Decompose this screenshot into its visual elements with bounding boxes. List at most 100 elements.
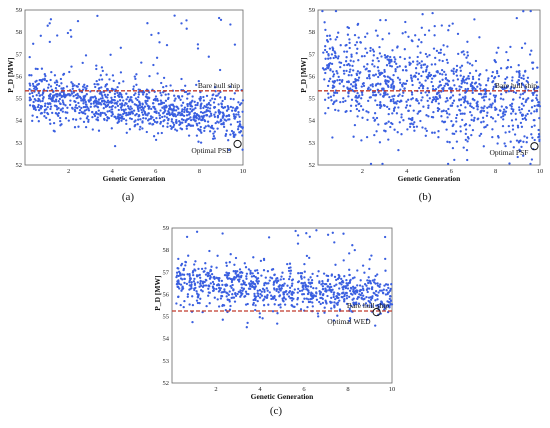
data-point (362, 304, 365, 307)
data-point (54, 86, 58, 90)
data-point (35, 115, 39, 119)
data-point (59, 116, 62, 120)
data-point (132, 85, 135, 88)
data-point (150, 107, 153, 111)
data-point (472, 119, 476, 122)
data-point (191, 271, 195, 274)
data-point (37, 120, 40, 123)
data-point (156, 120, 159, 124)
data-point (201, 282, 205, 285)
data-point (364, 47, 367, 50)
data-point (459, 112, 462, 115)
data-point (392, 100, 395, 103)
data-point (126, 96, 130, 99)
data-point (44, 74, 47, 78)
data-point (426, 94, 429, 97)
data-point (38, 98, 41, 101)
data-point (100, 86, 103, 89)
data-point (335, 99, 338, 102)
data-point (276, 322, 279, 325)
data-point (493, 100, 497, 103)
data-point (113, 99, 116, 102)
data-point (338, 82, 341, 85)
data-point (237, 273, 240, 276)
data-point (530, 49, 533, 52)
data-point (113, 95, 117, 99)
data-point (398, 93, 401, 96)
data-point (348, 38, 351, 41)
data-point (220, 279, 224, 283)
data-point (339, 61, 343, 65)
data-point (86, 84, 89, 88)
data-point (467, 77, 471, 80)
data-point (233, 43, 237, 46)
data-point (114, 106, 117, 109)
data-point (234, 272, 237, 275)
x-tick-label: 10 (537, 168, 544, 175)
data-point (55, 83, 59, 87)
data-point (133, 93, 136, 97)
data-point (350, 98, 354, 101)
data-point (152, 63, 155, 67)
data-point (490, 106, 493, 109)
data-point (96, 14, 99, 18)
data-point (152, 102, 155, 105)
data-point (296, 291, 299, 294)
data-point (89, 102, 93, 105)
data-point (82, 120, 86, 124)
data-point (49, 18, 53, 21)
data-point (461, 77, 465, 80)
data-point (490, 74, 494, 78)
data-point (226, 104, 229, 108)
data-point (327, 54, 330, 57)
data-point (345, 278, 348, 282)
data-point (325, 39, 329, 42)
data-point (502, 108, 506, 111)
y-tick-label: 52 (16, 162, 23, 169)
data-point (232, 113, 235, 116)
x-tick-label: 6 (302, 386, 306, 393)
data-point (308, 235, 311, 238)
data-point (124, 108, 127, 111)
data-point (301, 284, 305, 287)
data-point (311, 305, 314, 308)
data-point (46, 102, 49, 105)
data-point (446, 162, 450, 166)
data-point (462, 146, 465, 149)
data-point (369, 96, 372, 99)
data-point (263, 288, 266, 292)
data-point (363, 297, 366, 300)
data-point (489, 92, 492, 95)
data-point (509, 65, 513, 69)
data-point (326, 278, 330, 281)
data-point (174, 109, 178, 112)
data-point (108, 90, 112, 94)
data-point (486, 123, 489, 127)
data-point (337, 273, 340, 277)
data-point (228, 290, 231, 293)
data-point (282, 284, 285, 287)
data-point (273, 294, 276, 298)
data-point (188, 303, 191, 306)
data-point (173, 94, 176, 97)
data-point (448, 141, 451, 144)
data-point (70, 81, 73, 84)
data-point (254, 276, 257, 279)
data-point (466, 40, 469, 43)
data-point (244, 266, 248, 269)
data-point (208, 277, 212, 280)
data-point (286, 262, 289, 266)
data-point (225, 283, 228, 286)
data-point (471, 77, 475, 81)
data-point (40, 105, 44, 108)
data-point (385, 289, 388, 292)
data-point (43, 104, 47, 108)
data-point (329, 57, 332, 60)
data-point (511, 79, 514, 82)
data-point (241, 99, 245, 102)
x-axis-label-a: Genetic Generation (103, 174, 167, 183)
data-point (421, 126, 424, 129)
data-point (185, 27, 188, 30)
data-point (282, 277, 285, 281)
data-point (117, 108, 120, 112)
